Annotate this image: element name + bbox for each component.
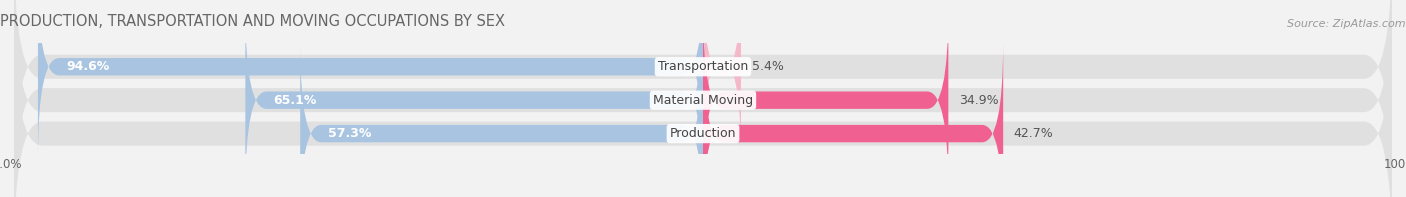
Text: 65.1%: 65.1% [274, 94, 316, 107]
Text: 5.4%: 5.4% [752, 60, 783, 73]
FancyBboxPatch shape [14, 0, 1392, 188]
Text: 57.3%: 57.3% [329, 127, 371, 140]
Text: Production: Production [669, 127, 737, 140]
Text: Material Moving: Material Moving [652, 94, 754, 107]
FancyBboxPatch shape [703, 0, 741, 158]
Legend: Male, Female: Male, Female [640, 193, 766, 197]
FancyBboxPatch shape [14, 0, 1392, 197]
FancyBboxPatch shape [246, 9, 703, 192]
Text: 94.6%: 94.6% [66, 60, 110, 73]
FancyBboxPatch shape [38, 0, 703, 158]
Text: 42.7%: 42.7% [1014, 127, 1053, 140]
FancyBboxPatch shape [703, 9, 949, 192]
FancyBboxPatch shape [301, 42, 703, 197]
Text: Source: ZipAtlas.com: Source: ZipAtlas.com [1288, 19, 1406, 29]
Text: Transportation: Transportation [658, 60, 748, 73]
Text: 34.9%: 34.9% [959, 94, 998, 107]
FancyBboxPatch shape [703, 42, 1004, 197]
Text: PRODUCTION, TRANSPORTATION AND MOVING OCCUPATIONS BY SEX: PRODUCTION, TRANSPORTATION AND MOVING OC… [0, 14, 505, 29]
FancyBboxPatch shape [14, 12, 1392, 197]
